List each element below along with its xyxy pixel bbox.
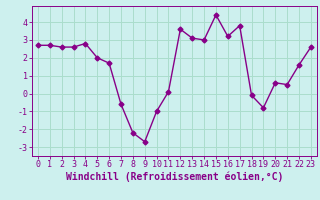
- X-axis label: Windchill (Refroidissement éolien,°C): Windchill (Refroidissement éolien,°C): [66, 172, 283, 182]
